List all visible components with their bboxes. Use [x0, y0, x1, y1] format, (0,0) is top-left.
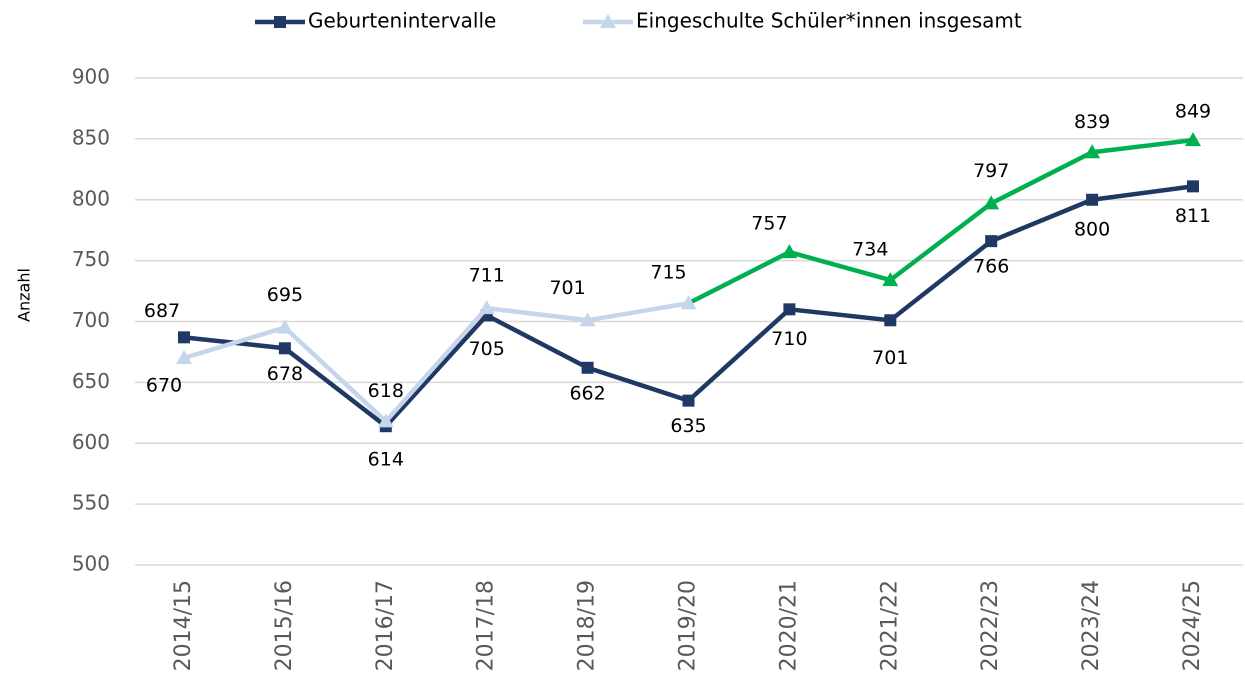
data-label: 705	[469, 338, 505, 360]
data-label: 839	[1074, 111, 1110, 133]
x-tick-label: 2024/25	[1180, 580, 1205, 671]
data-label: 800	[1074, 218, 1110, 240]
y-tick-label: 750	[72, 247, 110, 271]
x-tick-label: 2021/22	[877, 580, 902, 671]
marker	[783, 303, 796, 316]
line-segment	[282, 325, 389, 424]
line-segment	[787, 249, 893, 283]
marker	[1084, 144, 1101, 159]
data-label: 710	[771, 328, 807, 350]
marker	[884, 314, 897, 327]
data-label: 670	[146, 375, 182, 397]
marker	[581, 361, 594, 374]
marker	[985, 235, 998, 248]
line-segment	[181, 325, 288, 361]
marker	[781, 244, 798, 259]
marker	[377, 413, 394, 428]
marker	[983, 195, 1000, 210]
x-tick-label: 2016/17	[373, 580, 398, 671]
legend-label: Geburtenintervalle	[308, 9, 496, 33]
x-tick-label: 2020/21	[776, 580, 801, 671]
y-axis-label: Anzahl	[15, 268, 34, 322]
data-label: 635	[670, 415, 706, 437]
marker	[1086, 193, 1099, 206]
data-label: 662	[569, 382, 605, 404]
marker	[1185, 132, 1201, 147]
y-tick-label: 700	[72, 308, 110, 332]
data-label: 678	[267, 363, 303, 385]
marker	[478, 300, 495, 315]
marker	[178, 331, 190, 344]
x-tick-label: 2019/20	[676, 580, 701, 671]
data-label: 849	[1175, 101, 1211, 123]
marker	[276, 319, 293, 334]
data-label: 734	[852, 239, 888, 261]
data-label: 701	[872, 347, 908, 369]
data-label: 797	[973, 160, 1009, 182]
data-label: 711	[469, 265, 505, 287]
data-label: 695	[267, 284, 303, 306]
line-segment	[888, 201, 994, 283]
y-tick-label: 850	[72, 125, 110, 149]
marker	[176, 350, 192, 365]
y-tick-label: 500	[72, 552, 110, 576]
legend-label: Eingeschulte Schüler*innen insgesamt	[636, 9, 1022, 33]
line-segment	[1089, 137, 1196, 155]
x-tick-label: 2014/15	[171, 580, 196, 671]
x-tick-label: 2017/18	[474, 580, 499, 671]
data-label: 766	[973, 256, 1009, 278]
y-tick-label: 900	[72, 65, 110, 89]
data-label: 618	[368, 380, 404, 402]
y-tick-label: 600	[72, 430, 110, 454]
line-segment	[383, 305, 489, 424]
legend-marker	[274, 16, 286, 28]
data-label: 757	[751, 213, 787, 235]
marker	[579, 312, 596, 327]
line-segment	[988, 150, 1095, 206]
y-tick-label: 550	[72, 491, 110, 515]
marker	[278, 342, 291, 355]
y-tick-label: 800	[72, 186, 110, 210]
data-label: 715	[650, 262, 686, 284]
x-tick-label: 2022/23	[978, 580, 1003, 671]
y-tick-label: 650	[72, 369, 110, 393]
data-label: 701	[549, 277, 585, 299]
legend-marker	[600, 14, 616, 28]
data-label: 687	[144, 300, 180, 322]
line-segment	[585, 300, 691, 323]
marker	[680, 295, 697, 310]
data-label: 614	[368, 449, 404, 471]
marker	[1187, 180, 1199, 193]
line-segment	[484, 305, 590, 323]
x-tick-label: 2023/24	[1079, 580, 1104, 671]
data-label: 811	[1175, 205, 1211, 227]
x-tick-label: 2018/19	[575, 580, 600, 671]
marker	[882, 272, 899, 287]
line-segment	[686, 249, 792, 306]
marker	[682, 394, 695, 407]
x-tick-label: 2015/16	[272, 580, 297, 671]
